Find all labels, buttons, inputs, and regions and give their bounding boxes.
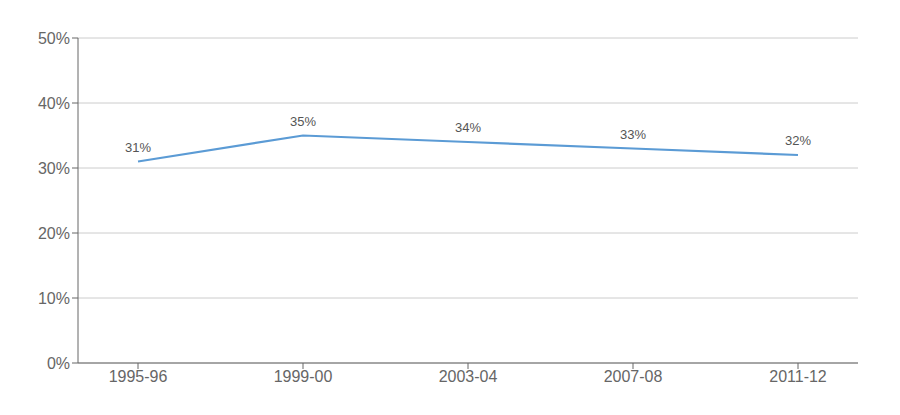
svg-text:35%: 35% xyxy=(290,114,316,129)
svg-text:20%: 20% xyxy=(38,225,70,242)
svg-text:34%: 34% xyxy=(455,120,481,135)
svg-text:2011-12: 2011-12 xyxy=(769,368,827,385)
svg-text:1999-00: 1999-00 xyxy=(274,368,333,385)
svg-text:31%: 31% xyxy=(125,140,151,155)
svg-text:1995-96: 1995-96 xyxy=(109,368,168,385)
svg-text:10%: 10% xyxy=(38,290,70,307)
svg-text:40%: 40% xyxy=(38,95,70,112)
svg-text:50%: 50% xyxy=(38,30,70,47)
svg-text:2007-08: 2007-08 xyxy=(604,368,663,385)
svg-text:32%: 32% xyxy=(785,133,811,148)
svg-text:2003-04: 2003-04 xyxy=(439,368,498,385)
svg-text:30%: 30% xyxy=(38,160,70,177)
svg-text:33%: 33% xyxy=(620,127,646,142)
svg-text:0%: 0% xyxy=(47,355,70,372)
